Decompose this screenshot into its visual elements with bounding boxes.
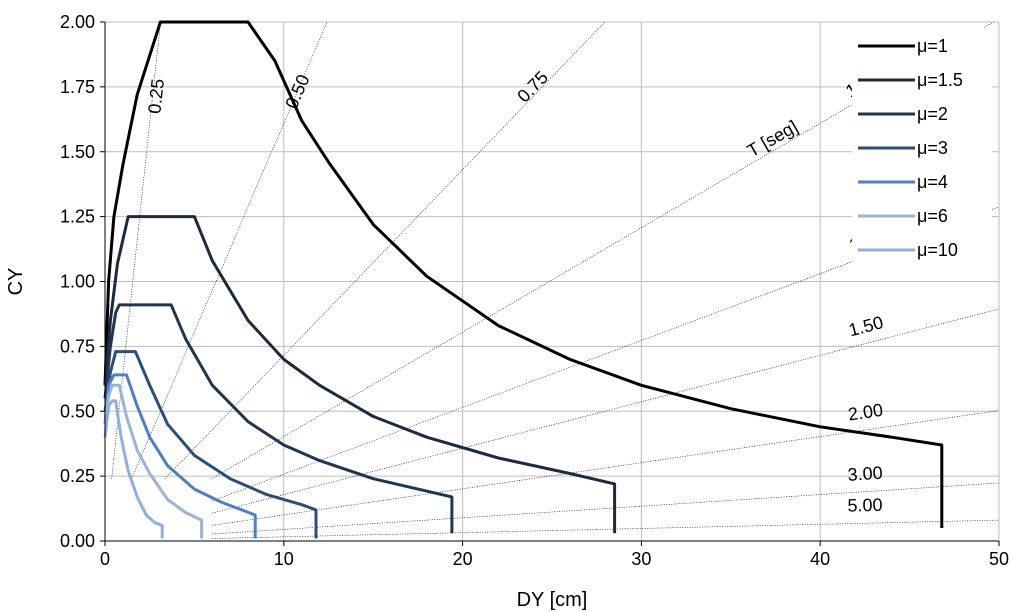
legend-background	[852, 28, 992, 272]
legend-label: μ=3	[917, 138, 948, 158]
series-line	[103, 350, 318, 539]
x-tick-label: 0	[100, 549, 110, 569]
period-label: 0.25	[144, 78, 168, 115]
series-line	[103, 373, 257, 539]
y-axis-title: CY	[5, 268, 27, 296]
y-tick-label: 1.25	[60, 207, 95, 227]
series-line	[103, 383, 204, 539]
series-group	[103, 20, 944, 539]
legend: μ=1 μ=1.5 μ=2 μ=3 μ=4 μ=6 μ=10	[852, 28, 992, 272]
legend-label: μ=6	[917, 206, 948, 226]
legend-label: μ=1	[917, 36, 948, 56]
x-tick-label: 10	[274, 549, 294, 569]
y-tick-label: 1.75	[60, 77, 95, 97]
legend-label: μ=1.5	[917, 70, 963, 90]
period-line	[211, 21, 994, 479]
y-tick-label: 0.25	[60, 466, 95, 486]
y-tick-label: 0.75	[60, 336, 95, 356]
period-label: 2.00	[847, 400, 885, 425]
period-label: 3.00	[847, 463, 883, 485]
period-line	[111, 21, 161, 479]
y-tick-label: 0.50	[60, 401, 95, 421]
legend-label: μ=2	[917, 104, 948, 124]
y-tick-label: 2.00	[60, 12, 95, 32]
y-tick-label: 1.50	[60, 142, 95, 162]
x-tick-label: 20	[453, 549, 473, 569]
series-line	[103, 303, 454, 534]
period-line	[212, 410, 1000, 526]
grid	[104, 21, 1000, 542]
series-line	[103, 20, 944, 528]
y-tick-label: 1.00	[60, 272, 95, 292]
x-tick-label: 30	[631, 549, 651, 569]
legend-label: μ=10	[917, 240, 958, 260]
x-tick-label: 50	[989, 549, 1009, 569]
period-line	[212, 308, 1000, 514]
axis-ticks: 0 10 20 30 40 50 0.00 0.25 0.50 0.75 1.00 1.25 1.50 1…	[60, 12, 1009, 569]
x-axis-title: DY [cm]	[517, 589, 588, 611]
x-tick-label: 40	[810, 549, 830, 569]
series-line	[103, 215, 617, 534]
period-line	[131, 21, 328, 479]
legend-label: μ=4	[917, 172, 948, 192]
period-line	[212, 519, 1000, 539]
period-line	[164, 21, 606, 479]
period-label: 5.00	[847, 495, 883, 516]
series-line	[103, 399, 164, 539]
y-tick-label: 0.00	[60, 531, 95, 551]
